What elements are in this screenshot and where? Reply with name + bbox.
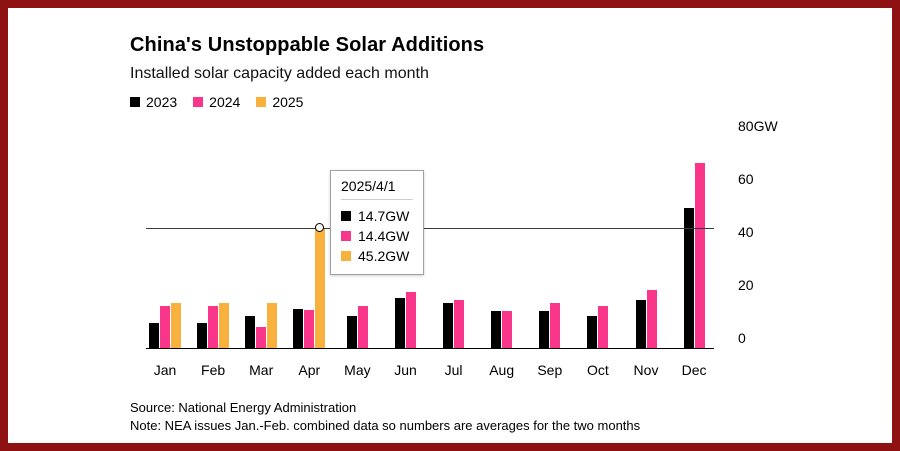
tooltip-value-2024: 14.4GW	[358, 228, 410, 244]
bar-Oct-2024[interactable]	[598, 305, 609, 348]
x-label-Dec: Dec	[681, 362, 707, 378]
legend-item-2025[interactable]: 2025	[256, 94, 303, 110]
bar-Feb-2025[interactable]	[219, 302, 230, 348]
chart-title: China's Unstoppable Solar Additions	[130, 34, 485, 56]
tooltip-swatch-2023	[341, 211, 351, 221]
legend-swatch-2023	[130, 97, 140, 107]
plot-area: 2025/4/1 14.7GW 14.4GW 45.2GW Jan Feb Mar Apr…	[8, 8, 892, 443]
bar-Feb-2023[interactable]	[197, 322, 208, 348]
bar-Feb-2024[interactable]	[208, 305, 219, 348]
bar-Dec-2024[interactable]	[694, 162, 705, 348]
bar-Mar-2025[interactable]	[267, 302, 278, 348]
x-label-Jul: Jul	[444, 362, 463, 378]
x-label-Jun: Jun	[394, 362, 417, 378]
bar-Aug-2023[interactable]	[491, 310, 502, 348]
bar-Aug-2024[interactable]	[502, 310, 513, 348]
bar-Jan-2023[interactable]	[149, 322, 159, 348]
source-note: Source: National Energy Administration	[130, 400, 357, 415]
bar-Sep-2024[interactable]	[550, 302, 561, 348]
chart-subtitle: Installed solar capacity added each mont…	[130, 65, 429, 82]
legend-label-2023: 2023	[146, 94, 178, 110]
bar-Jul-2023[interactable]	[443, 302, 454, 348]
bar-Jun-2024[interactable]	[406, 292, 416, 348]
bar-Jan-2024[interactable]	[160, 305, 170, 348]
tooltip-swatch-2025	[341, 251, 351, 261]
legend-label-2024: 2024	[209, 94, 241, 110]
legend-item-2024[interactable]: 2024	[193, 94, 240, 110]
tooltip-row-2023: 14.7GW	[341, 206, 413, 226]
tooltip-title: 2025/4/1	[341, 178, 413, 200]
y-label-0: 0	[738, 330, 746, 346]
bar-Mar-2023[interactable]	[245, 316, 256, 348]
bar-Oct-2023[interactable]	[587, 316, 598, 348]
hover-reference-line	[146, 228, 714, 230]
x-label-Jan: Jan	[153, 362, 177, 378]
hover-marker	[314, 222, 324, 232]
x-label-Aug: Aug	[489, 362, 515, 378]
y-label-40: 40	[738, 224, 754, 240]
tooltip-value-2025: 45.2GW	[358, 248, 410, 264]
bar-Nov-2023[interactable]	[635, 300, 646, 348]
footnote: Note: NEA issues Jan.-Feb. combined data…	[130, 418, 641, 433]
x-axis-line	[146, 348, 714, 349]
legend-swatch-2024	[193, 97, 204, 107]
legend-label-2025: 2025	[272, 94, 304, 110]
legend: 2023 2024 2025	[130, 94, 303, 110]
tooltip: 2025/4/1 14.7GW 14.4GW 45.2GW	[330, 170, 424, 275]
chart-canvas: China's Unstoppable Solar Additions Inst…	[8, 8, 892, 443]
y-label-60: 60	[738, 171, 754, 187]
x-label-Sep: Sep	[537, 362, 563, 378]
tooltip-row-2024: 14.4GW	[341, 226, 413, 246]
y-label-20: 20	[738, 277, 754, 293]
tooltip-row-2025: 45.2GW	[341, 246, 413, 266]
x-label-May: May	[344, 362, 371, 378]
x-label-Nov: Nov	[633, 362, 659, 378]
bar-May-2023[interactable]	[346, 316, 357, 348]
bar-Apr-2025[interactable]	[315, 228, 326, 348]
tooltip-rows: 14.7GW 14.4GW 45.2GW	[341, 206, 413, 266]
legend-item-2023[interactable]: 2023	[130, 94, 177, 110]
bar-Dec-2023[interactable]	[683, 207, 694, 348]
x-label-Oct: Oct	[587, 362, 609, 378]
bar-Apr-2024[interactable]	[304, 309, 315, 348]
x-label-Mar: Mar	[249, 362, 274, 378]
bar-Apr-2023[interactable]	[293, 309, 304, 348]
bar-Nov-2024[interactable]	[646, 289, 657, 348]
x-label-Apr: Apr	[298, 362, 321, 378]
bar-Jan-2025[interactable]	[171, 302, 181, 348]
bar-May-2024[interactable]	[357, 305, 368, 348]
bar-Sep-2023[interactable]	[539, 310, 550, 348]
bar-Jun-2023[interactable]	[395, 297, 405, 348]
tooltip-swatch-2024	[341, 231, 351, 241]
legend-swatch-2025	[256, 97, 267, 107]
x-label-Feb: Feb	[201, 362, 226, 378]
tooltip-value-2023: 14.7GW	[358, 208, 410, 224]
bar-Jul-2024[interactable]	[454, 300, 465, 348]
y-label-80: 80GW	[738, 118, 778, 134]
bar-Mar-2024[interactable]	[256, 326, 267, 348]
